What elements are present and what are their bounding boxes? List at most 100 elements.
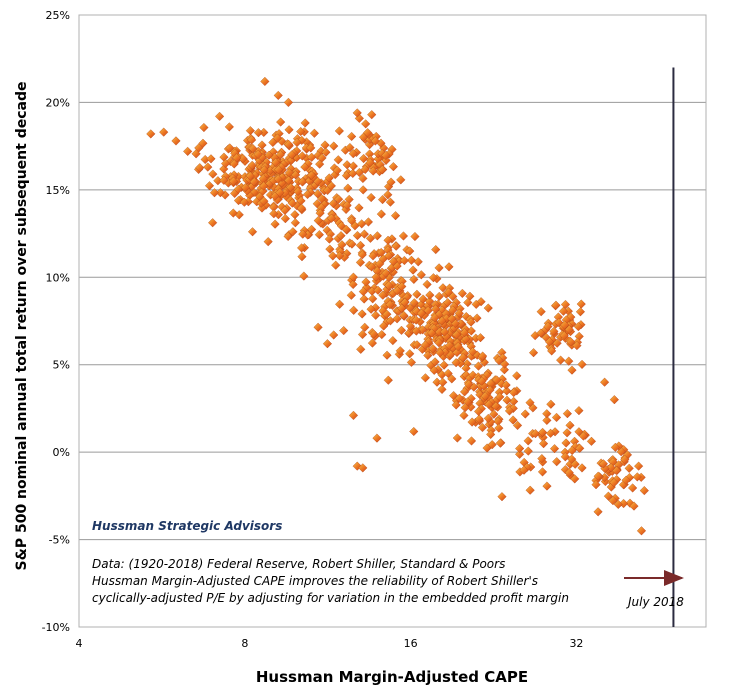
data-point [259, 196, 269, 206]
data-point [382, 309, 392, 319]
data-point [620, 454, 630, 465]
data-point [159, 127, 169, 137]
data-point [567, 365, 577, 375]
data-point [437, 384, 447, 394]
data-point [247, 135, 257, 145]
data-point [221, 158, 231, 169]
data-point [610, 442, 620, 452]
data-point [494, 423, 504, 433]
data-point [452, 330, 462, 340]
data-point [418, 325, 428, 335]
data-point [515, 449, 525, 459]
data-point [322, 339, 333, 349]
x-axis-title: Hussman Margin-Adjusted CAPE [256, 668, 528, 686]
data-point [297, 252, 307, 262]
data-point [397, 303, 407, 313]
data-point [376, 209, 386, 219]
data-point [608, 496, 618, 506]
data-point [494, 356, 504, 366]
data-point [283, 97, 294, 108]
data-point [443, 368, 453, 378]
data-point [337, 240, 347, 250]
data-point [538, 427, 548, 438]
data-point [377, 165, 387, 175]
data-point [378, 290, 388, 300]
data-point [228, 176, 239, 186]
data-point [429, 365, 439, 375]
data-point [473, 361, 484, 371]
data-point [452, 347, 462, 358]
data-point [461, 311, 471, 322]
data-point [484, 399, 494, 410]
data-point [370, 136, 380, 146]
data-point [466, 317, 476, 327]
data-point [558, 306, 569, 316]
data-point [328, 251, 338, 261]
data-point [416, 270, 426, 280]
data-point [357, 250, 367, 260]
data-point [412, 289, 422, 299]
data-point [347, 239, 357, 249]
data-point [194, 143, 204, 153]
data-point [459, 410, 469, 421]
y-tick-label: 25% [46, 9, 70, 22]
data-point [219, 175, 229, 185]
data-point [268, 137, 278, 148]
data-point [297, 203, 307, 213]
data-point [427, 328, 437, 338]
data-point [562, 409, 572, 419]
data-point [365, 158, 375, 168]
data-point [284, 125, 294, 135]
data-point [477, 422, 488, 433]
data-point [391, 241, 401, 251]
data-point [224, 122, 234, 132]
data-point [284, 139, 294, 150]
data-point [556, 355, 566, 365]
data-point [270, 219, 280, 229]
data-point [600, 377, 610, 387]
data-point [629, 501, 639, 511]
data-point [331, 260, 341, 270]
data-point [464, 379, 474, 389]
data-point [349, 305, 359, 315]
data-point [297, 243, 307, 253]
data-point [309, 128, 319, 138]
data-point [381, 150, 391, 160]
data-point [228, 208, 238, 218]
data-point [253, 149, 263, 159]
data-point [443, 298, 453, 308]
data-point [560, 299, 571, 310]
y-tick-label: 0% [53, 446, 70, 459]
data-point [408, 265, 418, 275]
data-point [628, 483, 638, 493]
data-point [253, 128, 264, 138]
data-point [348, 168, 358, 179]
data-point [438, 283, 448, 293]
data-point [438, 377, 448, 387]
data-point [551, 412, 562, 423]
data-point [586, 436, 597, 446]
data-point [388, 256, 399, 267]
data-point [485, 385, 495, 395]
data-point [357, 309, 367, 319]
data-point [342, 160, 352, 170]
data-points [146, 76, 649, 536]
data-point [565, 420, 575, 430]
data-point [554, 318, 564, 328]
data-point [423, 350, 433, 361]
data-point [411, 326, 421, 336]
data-point [375, 259, 385, 269]
data-point [547, 346, 557, 356]
data-point [447, 374, 457, 384]
data-point [347, 131, 357, 142]
data-point [435, 348, 445, 358]
data-point [410, 231, 420, 242]
data-point [425, 296, 435, 306]
data-point [428, 273, 439, 283]
data-point [564, 356, 574, 366]
data-point [430, 313, 440, 323]
data-point [434, 263, 444, 273]
data-point [431, 304, 441, 314]
data-point [453, 342, 463, 352]
data-point [317, 194, 327, 204]
